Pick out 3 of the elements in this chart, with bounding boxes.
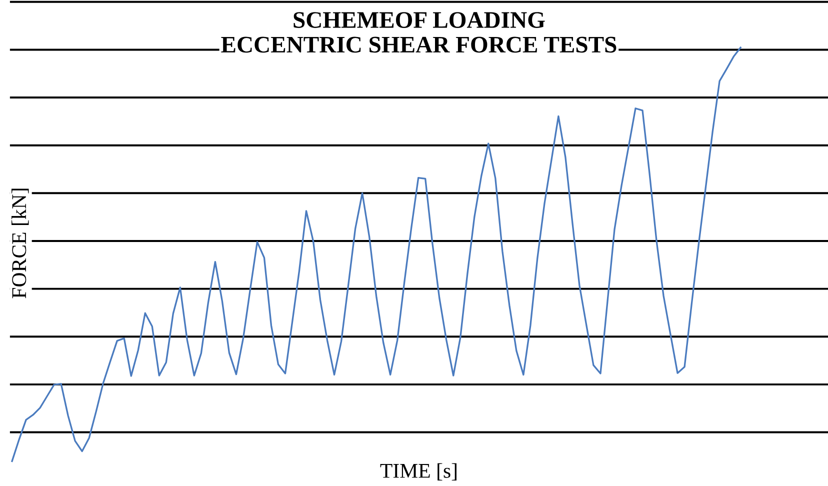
y-axis-title: FORCE [kN] [11,188,29,298]
x-axis-title: TIME [s] [380,463,456,480]
chart-title: SCHEMEOF LOADING ECCENTRIC SHEAR FORCE TESTS [221,12,616,53]
